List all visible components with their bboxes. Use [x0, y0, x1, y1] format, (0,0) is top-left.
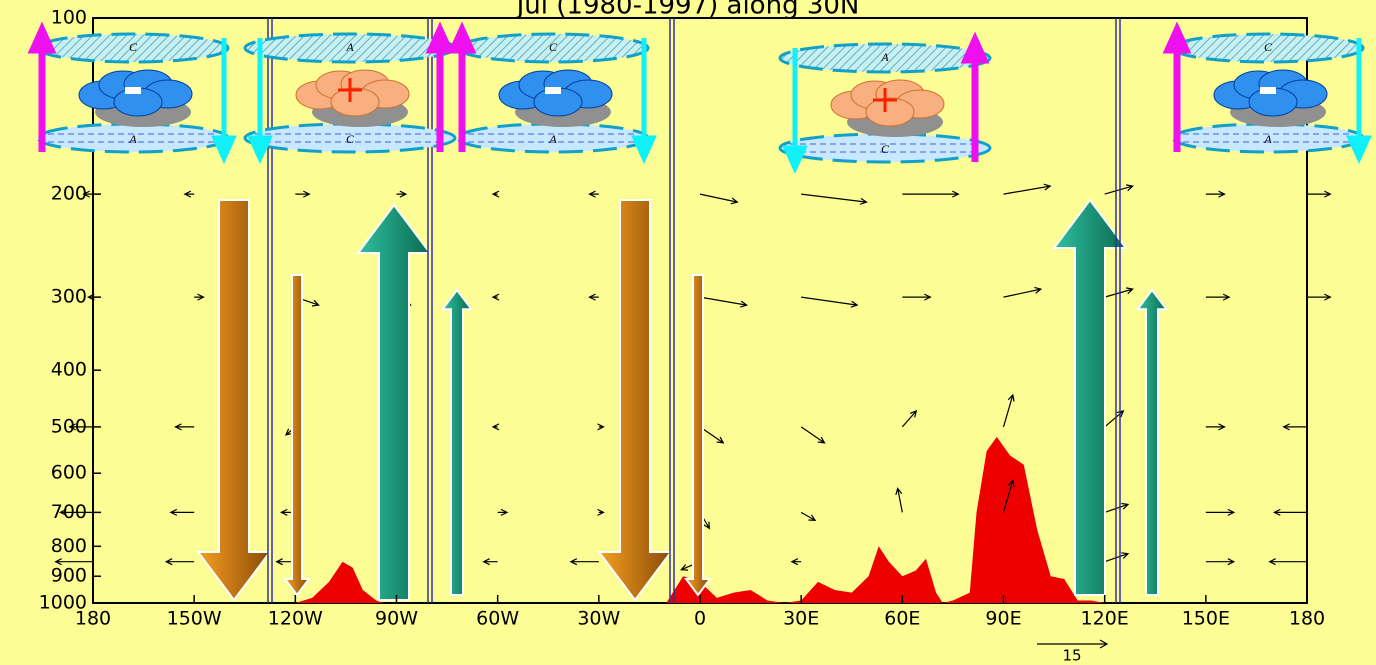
flow-arrow [599, 200, 671, 600]
wind-vector [590, 191, 599, 197]
wind-vector [896, 488, 902, 512]
x-tick-label: 60E [884, 608, 920, 630]
x-tick-label: 180 [1289, 608, 1325, 630]
cell-bottom-label: A [128, 132, 137, 146]
wind-vector [1270, 559, 1307, 565]
flow-arrow [443, 290, 472, 595]
cell-bottom-label: C [881, 142, 890, 156]
flow-arrow [1054, 200, 1126, 595]
sinking-arrow [635, 38, 653, 158]
circulation-cell: CA [453, 30, 653, 158]
wind-vector [1004, 395, 1015, 427]
circulation-cell: AC [780, 40, 990, 168]
wind-vector [801, 427, 824, 443]
y-tick-label: 200 [51, 183, 87, 205]
x-tick-label: 30E [783, 608, 819, 630]
sinking-arrow [1350, 38, 1368, 158]
sinking-arrow [215, 38, 233, 158]
wind-vector [801, 297, 857, 307]
x-tick-label: 30W [577, 608, 620, 630]
chart: Jul (1980-1997) along 30N 15100200300400… [0, 0, 1376, 665]
wind-vector [1284, 424, 1307, 430]
flow-arrow [358, 205, 430, 600]
wind-vector [1004, 184, 1051, 194]
y-tick-label: 100 [51, 7, 87, 29]
wind-vector [1105, 288, 1133, 297]
cell-top-label: A [880, 50, 889, 64]
wind-vector [902, 411, 916, 427]
wind-vector [1004, 287, 1041, 297]
wind-vector [1206, 191, 1225, 197]
cell-bottom-label: C [346, 132, 355, 146]
reference-label: 15 [1062, 647, 1081, 665]
wind-vector [1206, 509, 1234, 515]
wind-vector [1206, 559, 1234, 565]
x-tick-label: 150W [167, 608, 222, 630]
cell-top-label: A [345, 40, 354, 54]
x-tick-label: 120E [1081, 608, 1129, 630]
cell-top-label: C [1264, 40, 1273, 54]
wind-vector [185, 191, 194, 197]
cooling-sign [545, 87, 561, 94]
cell-top-label: C [549, 40, 558, 54]
x-tick-label: 120W [268, 608, 323, 630]
cell-top-label: C [129, 40, 138, 54]
wind-vector [902, 191, 958, 197]
page: {"chart_data": { "type": "vector-section… [0, 0, 1376, 665]
wind-vector [792, 559, 801, 565]
wind-vector [176, 424, 195, 430]
wind-vector [598, 509, 604, 515]
x-tick-label: 60W [476, 608, 519, 630]
wind-vector [171, 509, 194, 515]
y-tick-label: 400 [51, 359, 87, 381]
y-tick-label: 700 [51, 501, 87, 523]
wind-vector [484, 559, 498, 565]
x-tick-label: 150E [1182, 608, 1230, 630]
circulation-cell: CA [1168, 30, 1368, 158]
wind-vector [1206, 424, 1225, 430]
wind-vector [1307, 294, 1330, 300]
cell-bottom-label: A [548, 132, 557, 146]
cloud [866, 98, 914, 126]
x-tick-label: 90W [375, 608, 418, 630]
wind-vector [295, 191, 309, 197]
x-tick-label: 180 [75, 608, 111, 630]
wind-vector [902, 294, 930, 300]
wind-vector [571, 559, 599, 565]
wind-vector [493, 191, 499, 197]
wind-vector [1206, 294, 1229, 300]
cooling-sign [1260, 87, 1276, 94]
wind-vector [498, 509, 507, 515]
wind-vector [493, 294, 499, 300]
flow-arrow [198, 200, 270, 600]
wind-vector [700, 194, 737, 204]
wind-vector [1105, 185, 1133, 194]
x-tick-label: 90E [985, 608, 1021, 630]
wind-vector [590, 294, 599, 300]
cloud [331, 88, 379, 116]
y-tick-label: 600 [51, 462, 87, 484]
wind-vector [493, 424, 499, 430]
flow-arrow [285, 275, 309, 595]
circulation-cell: CA [33, 30, 233, 158]
wind-vector [166, 559, 194, 565]
circulation-cell: AC [245, 30, 455, 158]
wind-vector [700, 297, 747, 307]
wind-vector [1274, 509, 1307, 515]
y-tick-label: 300 [51, 286, 87, 308]
flow-arrow [1138, 290, 1167, 595]
flow-arrow [686, 275, 710, 595]
cell-bottom-label: A [1263, 132, 1272, 146]
wind-vector [1307, 191, 1330, 197]
y-tick-label: 500 [51, 415, 87, 437]
y-tick-label: 900 [51, 565, 87, 587]
wind-vector [397, 191, 406, 197]
wind-vector [801, 512, 815, 520]
wind-vector [801, 194, 866, 204]
cooling-sign [125, 87, 141, 94]
y-tick-label: 800 [51, 535, 87, 557]
wind-vector [598, 424, 604, 430]
wind-vector [194, 294, 203, 300]
x-tick-label: 0 [694, 608, 706, 630]
